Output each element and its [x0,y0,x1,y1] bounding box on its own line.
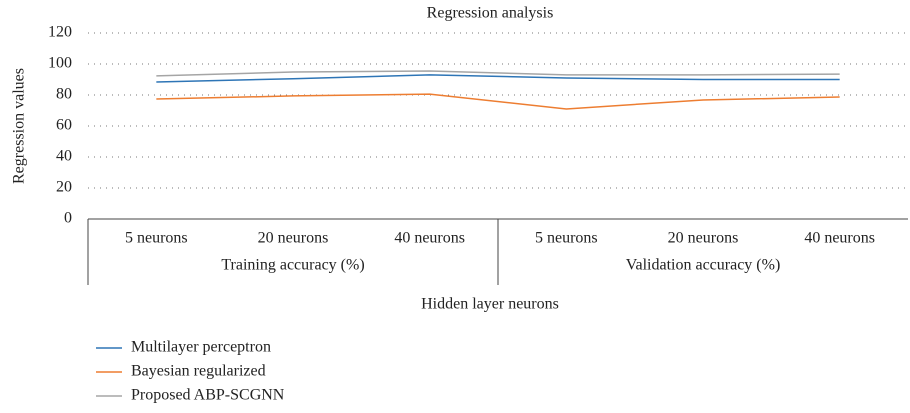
y-axis-label: Regression values [11,68,28,184]
series-line [156,70,840,77]
group-label: Validation accuracy (%) [626,257,781,274]
y-tick-label: 40 [56,148,72,165]
x-axis-label: Hidden layer neurons [421,296,559,313]
chart-title: Regression analysis [427,5,554,22]
x-tick-label: 20 neurons [258,230,329,247]
y-tick-label: 80 [56,86,72,103]
x-tick-label: 40 neurons [394,230,465,247]
x-tick-label: 20 neurons [668,230,739,247]
legend-label: Proposed ABP-SCGNN [131,387,285,404]
y-tick-label: 60 [56,117,72,134]
y-tick-label: 20 [56,179,72,196]
legend-label: Multilayer perceptron [131,339,271,356]
y-tick-label: 0 [64,210,72,227]
series-line [156,93,840,110]
x-tick-label: 40 neurons [804,230,875,247]
x-tick-label: 5 neurons [535,230,598,247]
y-tick-label: 100 [48,55,72,72]
y-tick-label: 120 [48,24,72,41]
series-line [156,74,840,83]
legend-label: Bayesian regularized [131,363,266,380]
x-tick-label: 5 neurons [125,230,188,247]
group-label: Training accuracy (%) [221,257,364,274]
